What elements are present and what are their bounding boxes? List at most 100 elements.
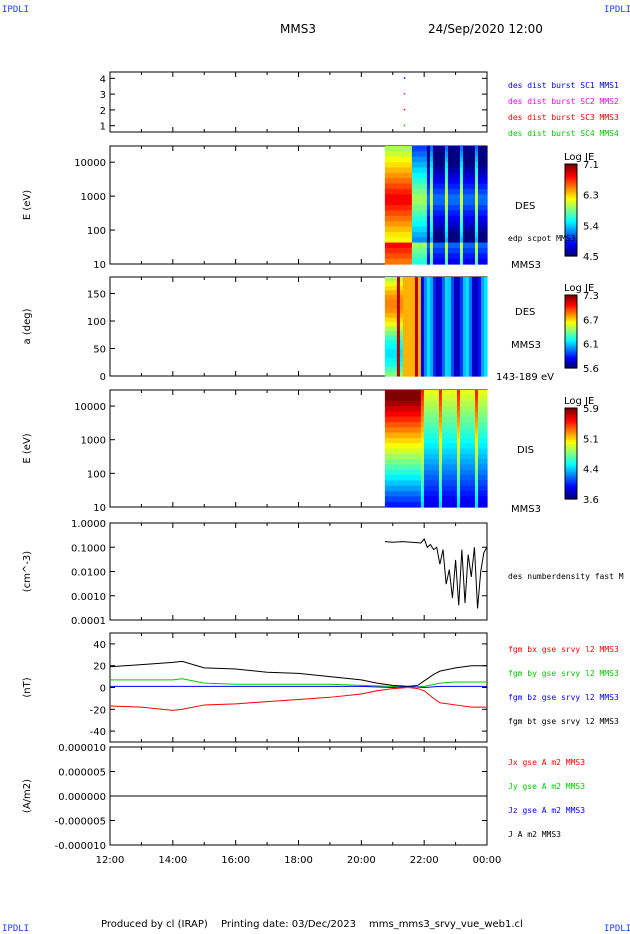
des-pitch-cell: [453, 290, 458, 296]
dis-energy-cell: [435, 480, 440, 487]
colorbar-cell: [565, 355, 577, 358]
colorbar-cell: [565, 408, 577, 411]
des-energy-cell: [399, 194, 404, 201]
des-energy-cell: [429, 167, 434, 174]
des-energy-cell: [435, 172, 440, 179]
des-energy-cell: [387, 253, 392, 260]
des-pitch-cell: [456, 281, 461, 287]
des-energy-cell: [417, 172, 422, 179]
des-energy-cell: [444, 162, 449, 169]
des-pitch-cell: [414, 308, 419, 314]
des-energy-cell: [399, 167, 404, 174]
des-pitch-cell: [480, 304, 485, 310]
des-energy-cell: [480, 194, 485, 201]
des-pitch-cell: [408, 286, 413, 292]
dis-energy-cell: [444, 421, 449, 428]
des-energy-cell: [411, 167, 416, 174]
des-pitch-cell: [462, 358, 467, 364]
des-energy-cell: [384, 162, 389, 169]
des-energy-cell: [402, 237, 407, 244]
dis-energy-cell: [387, 459, 392, 466]
dis-energy-cell: [450, 427, 455, 434]
colorbar-cell: [565, 313, 577, 316]
des-energy-cell: [468, 178, 473, 185]
dis-energy-cell: [414, 427, 419, 434]
des-pitch-cell: [423, 331, 428, 337]
des-pitch-cell: [450, 340, 455, 346]
des-pitch-cell: [441, 313, 446, 319]
des-energy-cell: [396, 215, 401, 222]
des-energy-cell: [468, 194, 473, 201]
dis-energy-cell: [396, 432, 401, 439]
des-pitch-cell: [450, 290, 455, 296]
des-pitch-cell: [417, 281, 422, 287]
dis-energy-cell: [450, 395, 455, 402]
dis-energy-cell: [390, 496, 395, 503]
dis-energy-cell: [480, 480, 485, 487]
dis-energy-cell: [459, 427, 464, 434]
colorbar-cell: [565, 333, 577, 336]
des-energy-cell: [468, 247, 473, 254]
des-pitch-cell: [396, 367, 401, 373]
dis-energy-cell: [435, 390, 440, 396]
des-pitch-cell: [411, 326, 416, 332]
des-pitch-cell: [474, 281, 479, 287]
des-energy-cell: [420, 178, 425, 185]
dis-energy-cell: [417, 453, 422, 460]
des-pitch-cell: [384, 313, 389, 319]
y-axis-label: E (eV): [22, 433, 33, 463]
des-pitch-cell: [384, 335, 389, 341]
des-energy-cell: [453, 221, 458, 228]
des-energy-cell: [390, 215, 395, 222]
des-energy-cell: [396, 258, 401, 265]
des-pitch-cell: [447, 322, 452, 328]
des-energy-cell: [432, 237, 437, 244]
des-pitch-cell: [468, 281, 473, 287]
colorbar-cell: [565, 444, 577, 448]
dis-energy-cell: [468, 448, 473, 455]
des-energy-cell: [453, 253, 458, 260]
colorbar-title: Log JE: [564, 396, 594, 407]
dis-energy-cell: [444, 448, 449, 455]
dis-energy-cell: [408, 501, 413, 508]
dis-energy-cell: [420, 491, 425, 497]
des-energy-cell: [450, 156, 455, 163]
dis-energy-cell: [477, 480, 482, 487]
des-energy-cell: [456, 242, 461, 249]
des-pitch-cell: [414, 326, 419, 332]
dis-energy-cell: [405, 469, 410, 476]
des-pitch-cell: [393, 340, 398, 346]
dis-energy-cell: [414, 411, 419, 418]
dis-energy-cell: [411, 427, 416, 434]
dis-energy-cell: [390, 421, 395, 428]
dis-energy-cell: [420, 469, 425, 476]
des-energy-cell: [483, 178, 488, 185]
des-pitch-cell: [477, 353, 482, 359]
des-pitch-cell: [450, 362, 455, 368]
dis-energy-cell: [414, 501, 419, 508]
des-pitch-cell: [471, 335, 476, 341]
dis-energy-cell: [483, 443, 488, 450]
dis-energy-cell: [399, 411, 404, 418]
legend-burst-1: des dist burst SC1 MMS1: [508, 81, 619, 90]
dis-energy-cell: [399, 501, 404, 508]
des-pitch-cell: [438, 308, 443, 314]
des-pitch-cell: [480, 349, 485, 355]
des-energy-cell: [465, 215, 470, 222]
des-pitch-cell: [420, 358, 425, 364]
dis-energy-cell: [441, 432, 446, 439]
dis-energy-cell: [474, 469, 479, 476]
des-pitch-cell: [411, 331, 416, 337]
dis-energy-cell: [420, 448, 425, 455]
des-energy-cell: [405, 226, 410, 233]
des-pitch-cell: [423, 286, 428, 292]
des-energy-cell: [465, 205, 470, 211]
des-energy-cell: [411, 162, 416, 169]
des-energy-cell: [462, 162, 467, 169]
des-pitch-cell: [432, 362, 437, 368]
des-energy-cell: [441, 167, 446, 174]
dis-energy-cell: [402, 427, 407, 434]
des-energy-cell: [396, 221, 401, 228]
x-tick-label: 14:00: [158, 855, 187, 866]
des-energy-cell: [429, 237, 434, 244]
